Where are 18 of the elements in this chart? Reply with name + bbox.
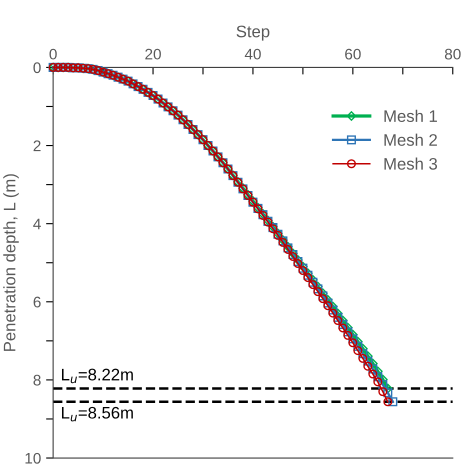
y-tick-label: 0	[33, 62, 41, 74]
ref-line-label: L$_{u}$=8.56m	[62, 406, 133, 422]
y-tick-label: 2	[34, 140, 41, 152]
x-tick-label: 0	[49, 48, 57, 60]
x-tick-label: 60	[345, 48, 361, 60]
legend-label: Mesh 3	[384, 158, 438, 170]
x-tick-label: 80	[444, 48, 461, 60]
x-axis-title: Step	[236, 26, 270, 41]
legend-label: Mesh 2	[384, 134, 437, 146]
y-tick-label: 10	[26, 452, 41, 464]
legend-label: Mesh 1	[384, 110, 437, 122]
y-axis-title: Penetration depth, L (m)	[3, 174, 19, 351]
y-tick-label: 8	[33, 374, 41, 386]
y-tick-label: 4	[33, 218, 41, 230]
ref-line-label: L$_{u}$=8.22m	[62, 368, 133, 384]
x-tick-label: 20	[145, 48, 161, 60]
x-tick-label: 40	[244, 48, 261, 60]
y-tick-label: 6	[34, 296, 41, 308]
